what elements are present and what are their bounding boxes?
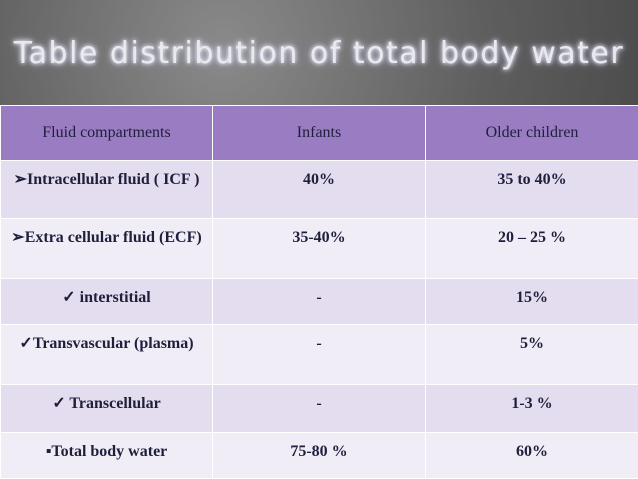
value-cell: -: [212, 324, 426, 385]
header-row: Fluid compartments Infants Older children: [0, 105, 638, 161]
table-row: ➢Intracellular fluid ( ICF ) 40% 35 to 40%: [0, 160, 638, 219]
table-row: ➢Extra cellular fluid (ECF) 35-40% 20 – 25…: [0, 218, 638, 279]
header-cell: Fluid compartments: [0, 105, 213, 161]
row-label-cell: ▪Total body water: [0, 432, 213, 479]
value-cell: 75-80 %: [212, 432, 426, 479]
table-row: ▪Total body water 75-80 % 60%: [0, 432, 638, 479]
value-cell: 20 – 25 %: [425, 218, 638, 279]
row-label-cell: ✓Transvascular (plasma): [0, 324, 213, 385]
header-cell: Older children: [425, 105, 638, 161]
value-cell: -: [212, 278, 426, 325]
value-cell: 60%: [425, 432, 638, 479]
row-label-cell: ➢Intracellular fluid ( ICF ): [0, 160, 213, 219]
value-cell: 40%: [212, 160, 426, 219]
slide-title: Table distribution of total body water: [13, 36, 625, 71]
table-row: ✓ interstitial -15%: [0, 278, 638, 325]
header-cell: Infants: [212, 105, 426, 161]
data-table: Fluid compartments Infants Older children …: [0, 105, 638, 479]
row-label-cell: ➢Extra cellular fluid (ECF): [0, 218, 213, 279]
row-label-cell: ✓ Transcellular: [0, 384, 213, 433]
table-row: ✓Transvascular (plasma) -5%: [0, 324, 638, 385]
table-row: ✓ Transcellular -1-3 %: [0, 384, 638, 433]
value-cell: 35-40%: [212, 218, 426, 279]
value-cell: 35 to 40%: [425, 160, 638, 219]
row-label-cell: ✓ interstitial: [0, 278, 213, 325]
value-cell: 15%: [425, 278, 638, 325]
value-cell: 1-3 %: [425, 384, 638, 433]
value-cell: -: [212, 384, 426, 433]
value-cell: 5%: [425, 324, 638, 385]
